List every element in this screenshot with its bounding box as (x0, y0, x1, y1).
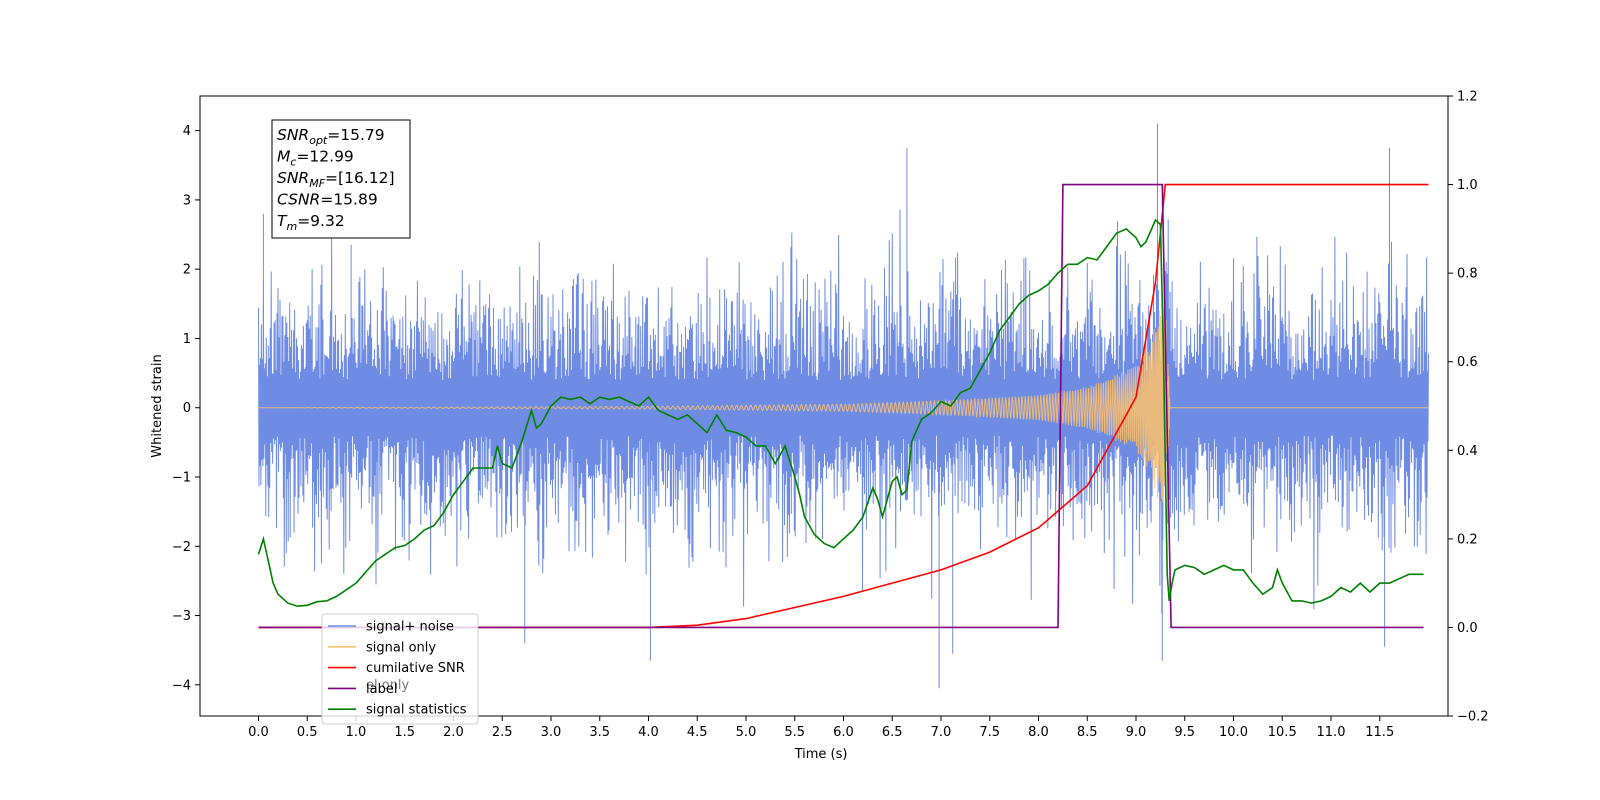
y-tick-label-right: 0.0 (1457, 621, 1478, 636)
y-tick-label-left: 2 (183, 263, 191, 278)
x-tick-label: 9.5 (1174, 725, 1195, 740)
x-tick-label: 7.0 (931, 725, 952, 740)
y-axis-right: 1.2 1.0 0.8 0.6 0.4 0.2 0.0 −0.2 (1448, 90, 1489, 725)
info-box: SNRopt=15.79Mc=12.99SNRMF=[16.12]CSNR=15… (271, 119, 411, 239)
legend-label: cumilative SNR (366, 661, 465, 676)
x-axis: 0.0 0.5 1.0 1.5 2.0 2.5 3.0 3.5 4.0 4.5 5.0 5.5 6.0 6… (248, 716, 1394, 740)
info-line: SNRMF=[16.12] (277, 169, 395, 190)
series-label (258, 183, 1424, 629)
y-tick-label-right: 0.6 (1457, 355, 1478, 370)
x-tick-label: 11.5 (1365, 725, 1394, 740)
y-axis-left: 4 3 2 1 0 −1 −2 −3 −4 (172, 124, 200, 693)
legend-label: signal+ noise (366, 620, 454, 635)
info-line: Mc=12.99 (277, 148, 354, 169)
y-tick-label-left: 0 (183, 401, 191, 416)
legend-label: signal only (366, 640, 436, 655)
legend-frame (321, 613, 479, 725)
y-tick-label-right: 1.0 (1457, 178, 1478, 193)
x-tick-label: 4.5 (687, 725, 708, 740)
y-tick-label-right: 0.2 (1457, 532, 1478, 547)
x-tick-label: 10.5 (1268, 725, 1297, 740)
legend-label: signal statistics (366, 703, 467, 718)
y-tick-label-left: −4 (172, 678, 191, 693)
x-tick-label: 2.5 (492, 725, 513, 740)
y-tick-label-left: −2 (172, 540, 191, 555)
x-tick-label: 5.5 (784, 725, 805, 740)
x-tick-label: 3.0 (541, 725, 562, 740)
x-tick-label: 7.5 (979, 725, 1000, 740)
y-tick-label-right: 0.8 (1457, 267, 1478, 282)
x-tick-label: 0.0 (248, 725, 269, 740)
series-layer (257, 123, 1429, 689)
info-line: Tm=9.32 (277, 212, 345, 233)
x-tick-label: 1.0 (346, 725, 367, 740)
y-tick-label-right: −0.2 (1457, 710, 1489, 725)
y-tick-label-left: −1 (172, 471, 191, 486)
legend-ghost-text: el only (366, 678, 410, 693)
y-tick-label-left: 4 (183, 124, 191, 139)
y-tick-label-left: −3 (172, 609, 191, 624)
info-line: SNRopt=15.79 (277, 126, 385, 147)
x-tick-label: 1.5 (394, 725, 415, 740)
x-tick-label: 5.0 (736, 725, 757, 740)
x-tick-label: 3.5 (589, 725, 610, 740)
plot-frame (199, 95, 1449, 717)
x-tick-label: 2.0 (443, 725, 464, 740)
y-axis-label: Whitened strain (150, 354, 165, 457)
x-tick-label: 4.0 (638, 725, 659, 740)
info-line: CSNR=15.89 (277, 191, 378, 209)
y-tick-label-right: 0.4 (1457, 444, 1478, 459)
x-tick-label: 0.5 (297, 725, 318, 740)
series-signal-statistics (257, 218, 1424, 608)
x-tick-label: 9.0 (1126, 725, 1147, 740)
x-tick-label: 6.0 (833, 725, 854, 740)
y-tick-label-right: 1.2 (1457, 90, 1478, 105)
legend-label: label (366, 682, 397, 697)
x-tick-label: 8.0 (1028, 725, 1049, 740)
y-tick-label-left: 3 (183, 193, 191, 208)
info-box-frame (271, 119, 411, 239)
legend: el only signal+ noise signal only cumilativ… (321, 613, 479, 725)
x-tick-label: 6.5 (882, 725, 903, 740)
series-signal-only (258, 294, 1429, 516)
x-tick-label: 11.0 (1317, 725, 1346, 740)
series-signal-noise (258, 123, 1429, 689)
x-tick-label: 8.5 (1077, 725, 1098, 740)
y-tick-label-left: 1 (183, 332, 191, 347)
x-tick-label: 10.0 (1219, 725, 1248, 740)
x-axis-label: Time (s) (794, 747, 848, 762)
